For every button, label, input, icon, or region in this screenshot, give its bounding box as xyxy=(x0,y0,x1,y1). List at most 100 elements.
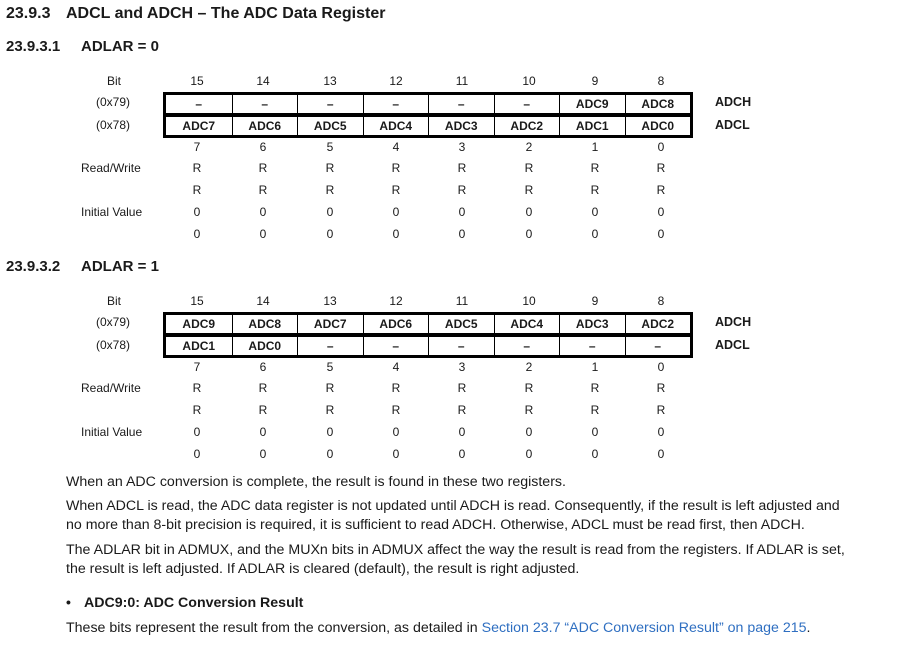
read-write-value: R xyxy=(457,161,467,175)
register-bit-cell: ADC8 xyxy=(624,95,691,113)
bit-number: 3 xyxy=(458,140,466,154)
register-bit-cell: – xyxy=(559,337,625,355)
initial-value: 0 xyxy=(392,425,400,439)
register-row-low: ADC1 ADC0– – – – – – xyxy=(163,334,693,358)
bit-number: 9 xyxy=(591,294,599,308)
read-write-value: R xyxy=(524,403,534,417)
read-write-label: Read/Write xyxy=(81,161,141,175)
paragraph-adlar-line2: the result is left adjusted. If ADLAR is… xyxy=(66,561,580,577)
bit-number: 5 xyxy=(326,360,334,374)
register-name-high: ADCH xyxy=(715,315,752,329)
register-bit-cell: ADC1 xyxy=(559,117,625,135)
initial-value: 0 xyxy=(591,425,599,439)
register-bit-cell: – xyxy=(428,337,494,355)
register-bit-cell: – xyxy=(297,95,363,113)
register-row-low: ADC7 ADC6 ADC5 ADC4 ADC3 ADC2 ADC1 ADC0 xyxy=(163,114,693,138)
read-write-value: R xyxy=(325,183,335,197)
register-bit-cell: – xyxy=(428,95,494,113)
read-write-value: R xyxy=(590,161,600,175)
paragraph-read-order-line1: When ADCL is read, the ADC data register… xyxy=(66,498,840,514)
bullet-title: ADC9:0: ADC Conversion Result xyxy=(84,595,304,611)
register-bit-cell: ADC4 xyxy=(493,315,560,333)
initial-value: 0 xyxy=(259,447,267,461)
read-write-value: R xyxy=(258,403,268,417)
initial-value: 0 xyxy=(657,447,665,461)
initial-value: 0 xyxy=(525,425,533,439)
read-write-value: R xyxy=(258,183,268,197)
register-bit-cell: ADC5 xyxy=(297,117,363,135)
bit-number: 8 xyxy=(657,74,665,88)
bit-number: 4 xyxy=(392,140,400,154)
bit-number: 9 xyxy=(591,74,599,88)
read-write-value: R xyxy=(524,161,534,175)
register-bit-cell: ADC0 xyxy=(231,337,298,355)
initial-value: 0 xyxy=(326,205,334,219)
register-row-high: – – – – – – ADC9 ADC8 xyxy=(163,92,693,116)
read-write-value: R xyxy=(258,381,268,395)
read-write-value: R xyxy=(524,183,534,197)
read-write-value: R xyxy=(656,381,666,395)
initial-value: 0 xyxy=(525,227,533,241)
bit-number: 14 xyxy=(256,74,270,88)
read-write-value: R xyxy=(457,403,467,417)
register-bit-cell: ADC3 xyxy=(559,315,625,333)
initial-value: 0 xyxy=(193,227,201,241)
address-low: (0x78) xyxy=(96,118,131,132)
register-bit-cell: ADC6 xyxy=(231,117,298,135)
register-bit-cell: – xyxy=(362,337,429,355)
bullet-description: These bits represent the result from the… xyxy=(66,619,810,639)
paragraph-read-order-line2: no more than 8-bit precision is required… xyxy=(66,517,805,533)
read-write-value: R xyxy=(656,161,666,175)
register-bit-cell: – xyxy=(624,337,691,355)
bit-number: 6 xyxy=(259,140,267,154)
read-write-value: R xyxy=(391,161,401,175)
bit-number: 15 xyxy=(190,74,204,88)
register-bit-cell: ADC7 xyxy=(182,119,216,133)
register-bit-cell: – xyxy=(297,337,363,355)
bit-number: 7 xyxy=(193,140,201,154)
bit-number: 11 xyxy=(455,294,469,308)
section-number: 23.9.3 xyxy=(6,5,51,22)
bullet-point: • xyxy=(66,594,71,610)
register-bit-cell: ADC8 xyxy=(231,315,298,333)
initial-value: 0 xyxy=(525,447,533,461)
read-write-value: R xyxy=(192,161,202,175)
bit-number: 6 xyxy=(259,360,267,374)
register-name-low: ADCL xyxy=(715,338,750,352)
read-write-value: R xyxy=(192,183,202,197)
bit-number: 5 xyxy=(326,140,334,154)
bit-number: 13 xyxy=(323,294,337,308)
bit-label: Bit xyxy=(107,294,122,308)
initial-value: 0 xyxy=(259,227,267,241)
register-row-high: ADC9 ADC8 ADC7 ADC6 ADC5 ADC4 ADC3 ADC2 xyxy=(163,312,693,336)
address-high: (0x79) xyxy=(96,95,131,109)
initial-value: 0 xyxy=(591,205,599,219)
initial-value: 0 xyxy=(326,447,334,461)
initial-value: 0 xyxy=(193,205,201,219)
bit-number: 3 xyxy=(458,360,466,374)
bit-number: 10 xyxy=(522,294,536,308)
bit-label: Bit xyxy=(107,74,122,88)
initial-value: 0 xyxy=(392,447,400,461)
bit-number: 14 xyxy=(256,294,270,308)
bit-number: 4 xyxy=(392,360,400,374)
bit-number: 15 xyxy=(190,294,204,308)
sub2-title: ADLAR = 1 xyxy=(81,258,159,275)
read-write-value: R xyxy=(457,183,467,197)
register-bit-cell: ADC2 xyxy=(624,315,691,333)
read-write-value: R xyxy=(192,403,202,417)
bit-number: 0 xyxy=(657,140,665,154)
initial-value: 0 xyxy=(392,205,400,219)
register-name-low: ADCL xyxy=(715,118,750,132)
register-bit-cell: ADC9 xyxy=(182,317,216,331)
register-bit-cell: ADC2 xyxy=(493,117,560,135)
read-write-value: R xyxy=(391,183,401,197)
read-write-value: R xyxy=(325,161,335,175)
section-link[interactable]: Section 23.7 “ADC Conversion Result” on … xyxy=(481,620,807,636)
initial-value: 0 xyxy=(458,227,466,241)
sub1-title: ADLAR = 0 xyxy=(81,38,159,55)
register-bit-cell: – xyxy=(195,97,203,111)
address-high: (0x79) xyxy=(96,315,131,329)
initial-value: 0 xyxy=(458,425,466,439)
initial-value: 0 xyxy=(657,205,665,219)
